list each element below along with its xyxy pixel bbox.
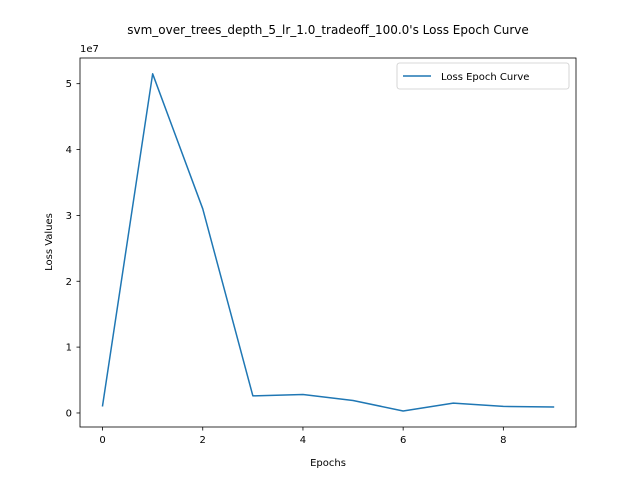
- legend-label-0: Loss Epoch Curve: [441, 72, 529, 83]
- x-tick-label-4: 4: [300, 435, 306, 446]
- y-tick-label-0: 0: [66, 408, 72, 419]
- legend: Loss Epoch Curve: [396, 62, 570, 90]
- x-tick-label-0: 0: [99, 435, 105, 446]
- axes-frame: [79, 57, 577, 428]
- y-tick-label-4: 4: [66, 145, 72, 156]
- series-line-0: [101, 73, 555, 412]
- y-tick-label-2: 2: [66, 277, 72, 288]
- y-offset-label: 1e7: [80, 44, 99, 55]
- legend-box: [396, 62, 570, 90]
- y-tick-label-1: 1: [66, 343, 72, 354]
- y-axis-label: Loss Values: [44, 213, 55, 271]
- x-axis-label: Epochs: [310, 458, 346, 469]
- y-tick-label-5: 5: [66, 79, 72, 90]
- chart-title: svm_over_trees_depth_5_lr_1.0_tradeoff_1…: [127, 23, 529, 37]
- x-tick-label-8: 8: [500, 435, 506, 446]
- y-tick-label-3: 3: [66, 211, 72, 222]
- x-tick-label-2: 2: [200, 435, 206, 446]
- x-tick-label-6: 6: [400, 435, 406, 446]
- plot-area: 0 2 4 6 8 0 1 2 3 4 5: [66, 57, 577, 446]
